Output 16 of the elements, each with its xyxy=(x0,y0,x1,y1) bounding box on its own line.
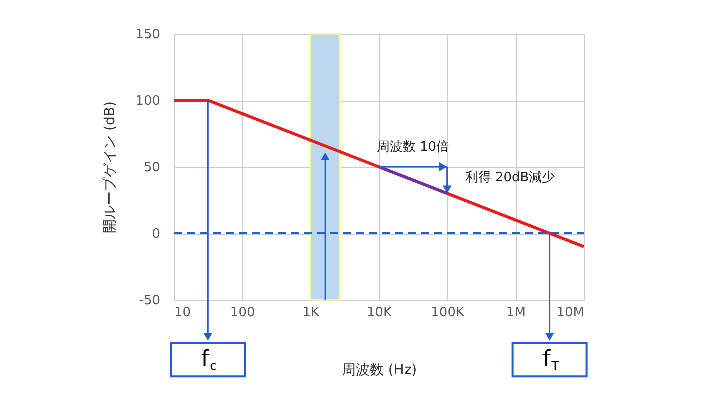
y-tick-label: 150 xyxy=(136,28,160,42)
x-axis-title: 周波数 (Hz) xyxy=(342,362,418,378)
y-tick-label: -50 xyxy=(139,294,160,308)
x-tick-label: 10 xyxy=(174,306,192,320)
x-tick-label: 100K xyxy=(431,306,465,320)
x-tick-label: 1M xyxy=(506,306,526,320)
x-tick-label: 10M xyxy=(556,306,584,320)
x-tick-label: 10K xyxy=(366,306,393,320)
y-tick-label: 50 xyxy=(144,160,160,176)
x-tick-label: 100 xyxy=(230,306,256,320)
y-tick-label: 0 xyxy=(152,227,160,242)
annotation: 利得 20dB減少 xyxy=(465,170,556,186)
annotation: 周波数 10倍 xyxy=(376,140,450,155)
y-tick-label: 100 xyxy=(136,94,160,109)
x-tick-label: 1K xyxy=(302,306,320,320)
y-axis-title: 開ループゲイン (dB) xyxy=(102,102,119,234)
